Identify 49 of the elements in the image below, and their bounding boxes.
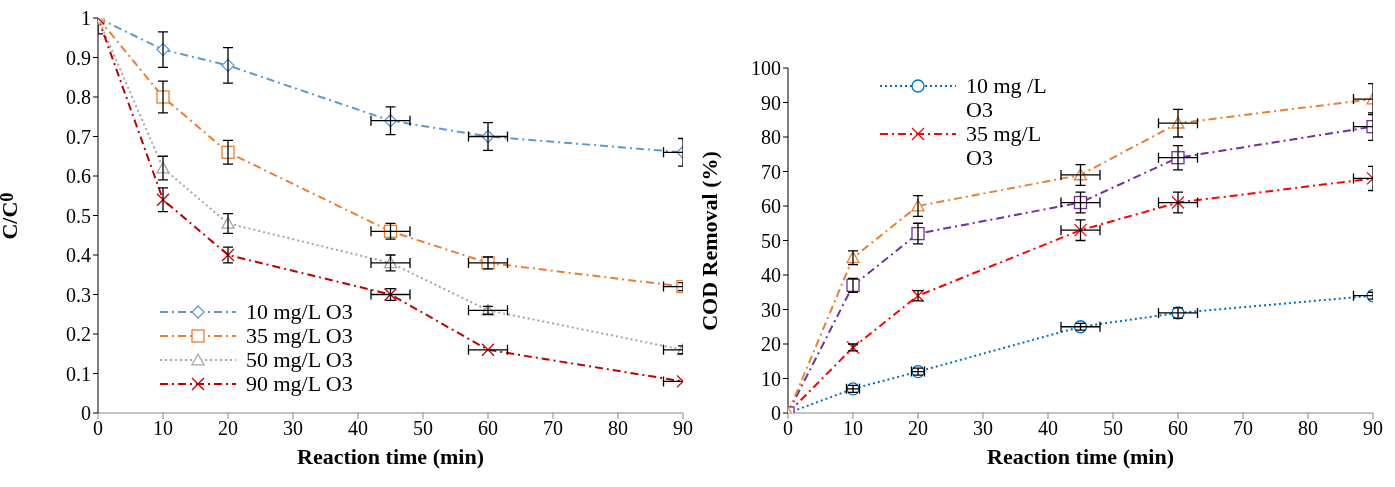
y-tick-label: 70 [761, 160, 781, 183]
x-tick-label: 50 [1103, 417, 1123, 440]
x-tick-label: 80 [608, 417, 628, 440]
y-tick-label: 10 [761, 367, 781, 390]
x-tick-label: 20 [218, 417, 238, 440]
legend-label: 10 mg/L O3 [246, 299, 353, 324]
y-tick-label: 90 [761, 91, 781, 114]
x-tick-label: 50 [413, 417, 433, 440]
legend-label: 90 mg/L O3 [246, 371, 353, 396]
y-axis-title: COD Removal (%) [697, 150, 723, 331]
x-tick-label: 60 [478, 417, 498, 440]
legend-label: 35 mg/L O3 [966, 121, 1042, 170]
x-axis-title: Reaction time (min) [296, 444, 485, 470]
x-tick-label: 40 [348, 417, 368, 440]
x-tick-label: 30 [283, 417, 303, 440]
legend-label: 10 mg /L O3 [966, 73, 1047, 122]
y-tick-label: 0.9 [66, 46, 91, 69]
x-tick-label: 80 [1298, 417, 1318, 440]
y-tick-label: 0.1 [66, 362, 91, 385]
y-tick-label: 0.8 [66, 86, 91, 109]
y-tick-label: 100 [751, 57, 781, 80]
legend-label: 50 mg/L O3 [246, 347, 353, 372]
y-tick-label: 60 [761, 195, 781, 218]
y-tick-label: 1 [81, 7, 91, 30]
y-tick-label: 0.3 [66, 283, 91, 306]
x-tick-label: 10 [153, 417, 173, 440]
x-axis-title: Reaction time (min) [986, 444, 1175, 470]
y-tick-label: 50 [761, 229, 781, 252]
y-tick-label: 0 [771, 402, 781, 425]
y-tick-label: 0.6 [66, 165, 91, 188]
x-tick-label: 70 [543, 417, 563, 440]
x-tick-label: 90 [673, 417, 693, 440]
x-tick-label: 90 [1363, 417, 1383, 440]
y-tick-label: 80 [761, 126, 781, 149]
legend-label: 35 mg/L O3 [246, 323, 353, 348]
x-tick-label: 40 [1038, 417, 1058, 440]
x-tick-label: 60 [1168, 417, 1188, 440]
y-tick-label: 0 [81, 402, 91, 425]
y-tick-label: 0.7 [66, 125, 91, 148]
x-tick-label: 10 [843, 417, 863, 440]
x-tick-label: 70 [1233, 417, 1253, 440]
x-tick-label: 30 [973, 417, 993, 440]
y-tick-label: 20 [761, 333, 781, 356]
y-tick-label: 30 [761, 298, 781, 321]
y-tick-label: 40 [761, 264, 781, 287]
y-tick-label: 0.2 [66, 323, 91, 346]
y-tick-label: 0.5 [66, 204, 91, 227]
y-tick-label: 0.4 [66, 244, 91, 267]
x-tick-label: 20 [908, 417, 928, 440]
